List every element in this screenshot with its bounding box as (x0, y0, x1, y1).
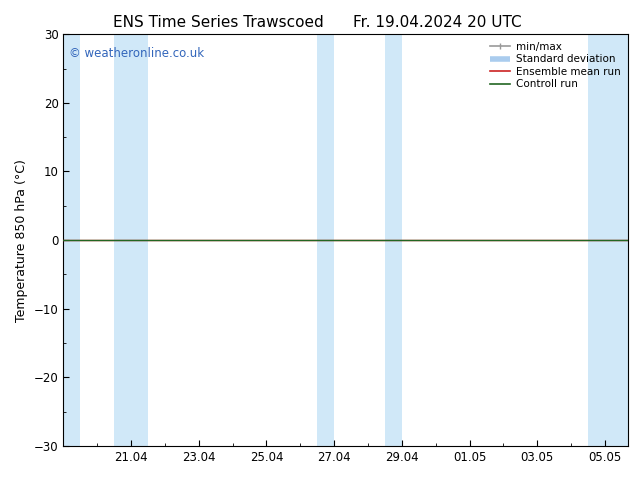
Legend: min/max, Standard deviation, Ensemble mean run, Controll run: min/max, Standard deviation, Ensemble me… (486, 37, 624, 94)
Bar (588, 34, 628, 446)
Bar (385, 34, 402, 446)
Bar (317, 34, 334, 446)
Bar (114, 34, 148, 446)
Text: ENS Time Series Trawscoed      Fr. 19.04.2024 20 UTC: ENS Time Series Trawscoed Fr. 19.04.2024… (113, 15, 521, 30)
Bar (63, 34, 81, 446)
Y-axis label: Temperature 850 hPa (°C): Temperature 850 hPa (°C) (15, 159, 29, 321)
Text: © weatheronline.co.uk: © weatheronline.co.uk (69, 47, 204, 60)
